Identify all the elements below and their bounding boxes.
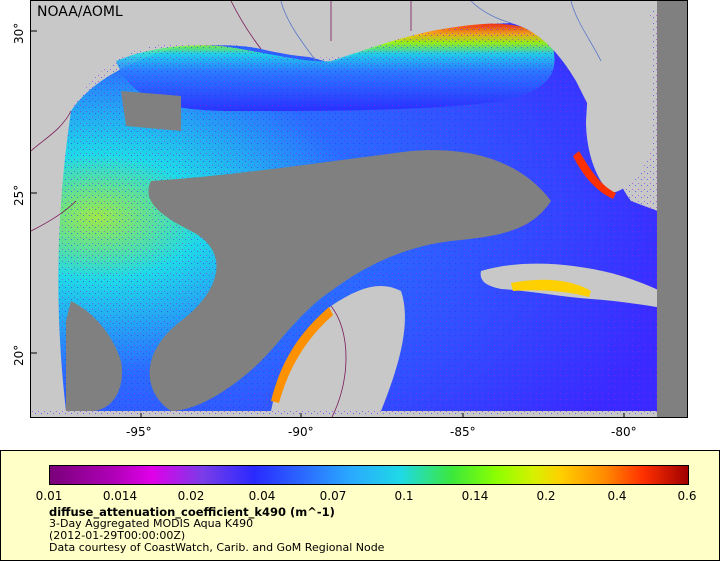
lat-tick-25: 25° [12,184,26,206]
border-lines [31,1,412,417]
map-canvas [31,1,687,417]
colorbar-tick-label: 0.04 [248,489,276,503]
legend-panel: 0.01 0.014 0.02 0.04 0.07 0.1 0.14 0.2 0… [0,450,720,561]
colorbar-tick-label: 0.6 [677,489,697,503]
cuba-coastal-band [511,279,591,297]
nodata-east [657,1,687,417]
colorbar-tick-label: 0.07 [319,489,347,503]
colorbar-tick-label: 0.1 [394,489,414,503]
data-source: Data courtesy of CoastWatch, Carib. and … [49,541,385,554]
land-florida [586,16,651,193]
colorbar-tick-label: 0.014 [102,489,138,503]
nodata-southwest [66,301,122,411]
colorbar-tick-label: 0.2 [536,489,556,503]
time-stamp: (2012-01-29T00:00:00Z) [49,529,186,542]
colorbar-tick-label: 0.4 [607,489,627,503]
colorbar-tick-label: 0.02 [177,489,205,503]
variable-name: diffuse_attenuation_coefficient_k490 (m^… [49,505,335,519]
product-name: 3-Day Aggregated MODIS Aqua K490 [49,517,254,530]
colorbar-tick-label: 0.14 [461,489,489,503]
land-yucatan [271,286,405,411]
land-north-us [31,1,687,151]
land-mexico [31,111,71,411]
nodata-region [121,91,551,411]
lat-tick-20: 20° [12,344,26,366]
lon-tick-80: -80° [611,425,637,439]
colorbar [49,465,689,485]
lat-tick-marks [31,30,37,354]
map-frame: NOAA/AOML [30,0,688,418]
lon-tick-95: -95° [126,425,152,439]
lon-tick-marks [140,413,625,417]
lon-tick-90: -90° [288,425,314,439]
colorbar-tick-label: 0.01 [35,489,63,503]
yucatan-coastal-band [271,307,333,403]
lat-tick-30: 30° [12,22,26,44]
lon-tick-85: -85° [450,425,476,439]
florida-coastal-band [573,151,616,199]
river-lines [280,1,602,62]
map-credit: NOAA/AOML [37,4,123,20]
